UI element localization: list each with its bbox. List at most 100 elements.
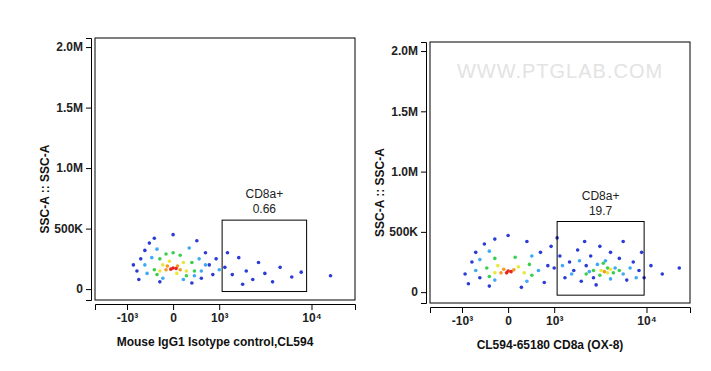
- y-axis-title: SSC-A :: SSC-A: [38, 144, 52, 233]
- event-point: [223, 266, 227, 270]
- event-point: [485, 266, 489, 270]
- event-point: [169, 267, 173, 271]
- event-point: [572, 269, 576, 273]
- x-tick-label: 0: [170, 311, 177, 325]
- x-tick-mark: [646, 307, 647, 313]
- y-tick: 0: [411, 285, 426, 299]
- event-point: [612, 271, 616, 275]
- event-point: [505, 271, 509, 275]
- y-tick: 1.5M: [391, 105, 426, 119]
- event-point: [211, 273, 215, 277]
- event-point: [618, 257, 622, 261]
- x-tick-mark: [219, 304, 220, 310]
- event-point: [537, 269, 541, 273]
- x-tick-mark: [311, 304, 312, 310]
- event-point: [132, 263, 136, 267]
- event-point: [609, 267, 613, 271]
- event-point: [549, 245, 553, 249]
- event-point: [168, 259, 172, 263]
- gate-label: CD8a+: [246, 187, 284, 201]
- y-tick-mark: [421, 111, 426, 112]
- gate-label: CD8a+: [582, 189, 620, 203]
- gate: [557, 222, 644, 296]
- event-point: [217, 268, 221, 272]
- event-point: [257, 261, 261, 265]
- event-point: [520, 286, 524, 290]
- event-point: [185, 269, 189, 273]
- panel: CD8a+0.66-10³010³10⁴0500K1.0M1.5M2.0MMou…: [38, 38, 356, 349]
- y-tick-mark: [421, 232, 426, 233]
- event-point: [592, 269, 596, 273]
- event-point: [158, 280, 162, 284]
- event-point: [329, 274, 333, 278]
- x-tick: 10⁴: [637, 307, 656, 328]
- event-point: [187, 246, 191, 250]
- event-point: [579, 280, 583, 284]
- y-tick: 1.5M: [56, 101, 91, 115]
- event-point: [525, 240, 529, 244]
- x-tick-mark: [127, 304, 128, 310]
- x-tick-label: -10³: [452, 314, 473, 328]
- event-point: [241, 282, 245, 286]
- event-point: [596, 263, 600, 267]
- plot-frame: [95, 38, 355, 300]
- gate-percent: 19.7: [589, 204, 613, 218]
- event-point: [185, 274, 189, 278]
- event-point: [496, 264, 500, 268]
- event-point: [598, 273, 602, 277]
- event-point: [251, 278, 255, 282]
- x-tick-label: 10⁴: [637, 314, 656, 328]
- x-tick: 0: [170, 304, 177, 325]
- event-point: [599, 269, 603, 273]
- y-axis-line: [421, 43, 427, 304]
- event-point: [530, 273, 534, 277]
- event-point: [161, 276, 165, 280]
- y-tick-label: 1.5M: [56, 101, 83, 115]
- event-point: [530, 254, 534, 258]
- event-point: [171, 233, 175, 237]
- event-point: [546, 264, 550, 268]
- event-point: [195, 239, 199, 243]
- event-point: [628, 266, 632, 270]
- x-tick: 10⁴: [302, 304, 321, 325]
- x-tick-label: 10³: [211, 311, 228, 325]
- event-point: [660, 272, 664, 276]
- event-point: [478, 276, 482, 280]
- x-tick-mark: [554, 307, 555, 313]
- y-tick-mark: [86, 47, 91, 48]
- y-tick-mark: [421, 292, 426, 293]
- event-point: [207, 263, 211, 267]
- x-tick-mark: [173, 304, 174, 310]
- event-point: [193, 274, 197, 278]
- event-point: [583, 240, 587, 244]
- x-tick-label: 10³: [546, 314, 563, 328]
- event-point: [576, 248, 580, 252]
- event-point: [592, 276, 596, 280]
- y-tick-mark: [421, 172, 426, 173]
- event-point: [677, 266, 681, 270]
- event-point: [552, 266, 556, 270]
- event-point: [621, 272, 625, 276]
- x-tick-label: 10⁴: [302, 311, 321, 325]
- x-tick-mark: [462, 307, 463, 313]
- event-point: [584, 264, 588, 268]
- y-tick: 2.0M: [56, 40, 91, 54]
- event-point: [488, 284, 492, 288]
- y-tick-label: 1.5M: [391, 105, 418, 119]
- event-point: [578, 259, 582, 263]
- event-point: [478, 258, 482, 262]
- gate-percent: 0.66: [253, 202, 277, 216]
- event-point: [506, 234, 510, 238]
- x-axis-title: CL594-65180 CD8a (OX-8): [477, 338, 624, 352]
- event-point: [483, 242, 487, 246]
- event-point: [175, 272, 179, 276]
- event-point: [467, 282, 471, 286]
- event-point: [463, 272, 467, 276]
- y-tick-mark: [86, 289, 91, 290]
- event-point: [634, 276, 638, 280]
- y-tick-label: 500K: [389, 225, 418, 239]
- event-point: [161, 263, 165, 267]
- event-point: [609, 277, 613, 281]
- x-axis-title: Mouse IgG1 Isotype control,CL594: [117, 335, 314, 349]
- y-tick: 500K: [54, 222, 91, 236]
